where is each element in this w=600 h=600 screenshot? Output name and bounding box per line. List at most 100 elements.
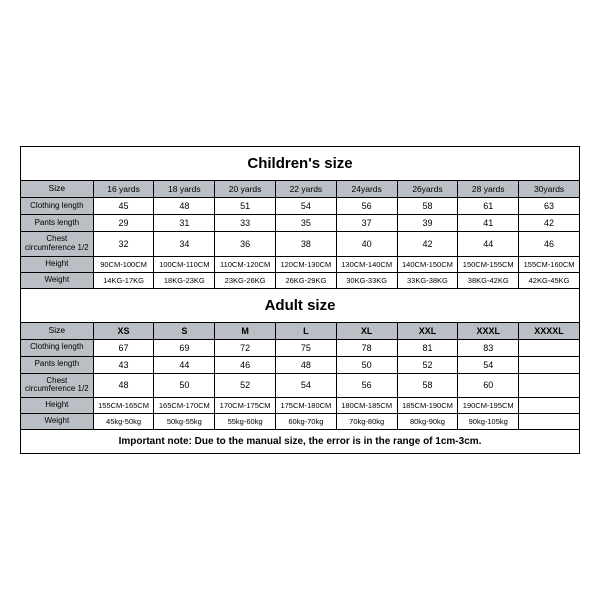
- cell: 31: [154, 214, 215, 231]
- cell: 81: [397, 339, 458, 356]
- cell: 52: [215, 373, 276, 398]
- table-row: Weight 14KG-17KG 18KG-23KG 23KG-26KG 26K…: [21, 272, 580, 288]
- cell: [519, 414, 580, 430]
- cell: 42: [397, 231, 458, 256]
- cell: 46: [215, 356, 276, 373]
- col-header: 28 yards: [458, 180, 519, 197]
- cell: 69: [154, 339, 215, 356]
- cell: 44: [154, 356, 215, 373]
- col-header: S: [154, 322, 215, 339]
- row-label: Chest circumference 1/2: [21, 373, 94, 398]
- col-header: XXXXL: [519, 322, 580, 339]
- cell: 83: [458, 339, 519, 356]
- col-header: 18 yards: [154, 180, 215, 197]
- cell: 41: [458, 214, 519, 231]
- adult-title: Adult size: [21, 288, 580, 322]
- cell: 170CM-175CM: [215, 398, 276, 414]
- cell: 48: [93, 373, 154, 398]
- cell: 26KG-29KG: [276, 272, 337, 288]
- cell: 56: [336, 373, 397, 398]
- cell: 140CM-150CM: [397, 256, 458, 272]
- row-label: Chest circumference 1/2: [21, 231, 94, 256]
- cell: 185CM-190CM: [397, 398, 458, 414]
- childrens-title-row: Children's size: [21, 146, 580, 180]
- table-row: Pants length 43 44 46 48 50 52 54: [21, 356, 580, 373]
- col-header: M: [215, 322, 276, 339]
- adult-header-row: Size XS S M L XL XXL XXXL XXXXL: [21, 322, 580, 339]
- row-label: Height: [21, 256, 94, 272]
- cell: 90CM-100CM: [93, 256, 154, 272]
- cell: 30KG-33KG: [336, 272, 397, 288]
- cell: 50kg-55kg: [154, 414, 215, 430]
- cell: 58: [397, 197, 458, 214]
- table-row: Clothing length 45 48 51 54 56 58 61 63: [21, 197, 580, 214]
- col-header: XXXL: [458, 322, 519, 339]
- table-row: Height 90CM-100CM 100CM-110CM 110CM-120C…: [21, 256, 580, 272]
- childrens-title: Children's size: [21, 146, 580, 180]
- cell: 165CM-170CM: [154, 398, 215, 414]
- row-label: Weight: [21, 414, 94, 430]
- cell: [519, 398, 580, 414]
- col-header: L: [276, 322, 337, 339]
- cell: 29: [93, 214, 154, 231]
- cell: 155CM-160CM: [519, 256, 580, 272]
- important-note: Important note: Due to the manual size, …: [21, 430, 580, 454]
- row-label: Clothing length: [21, 197, 94, 214]
- col-header: 30yards: [519, 180, 580, 197]
- cell: 80kg-90kg: [397, 414, 458, 430]
- cell: 42: [519, 214, 580, 231]
- cell: 39: [397, 214, 458, 231]
- cell: 43: [93, 356, 154, 373]
- row-label: Pants length: [21, 356, 94, 373]
- cell: 60kg-70kg: [276, 414, 337, 430]
- row-label: Pants length: [21, 214, 94, 231]
- cell: 45kg-50kg: [93, 414, 154, 430]
- cell: 42KG-45KG: [519, 272, 580, 288]
- col-header: 20 yards: [215, 180, 276, 197]
- cell: 35: [276, 214, 337, 231]
- table-row: Clothing length 67 69 72 75 78 81 83: [21, 339, 580, 356]
- note-row: Important note: Due to the manual size, …: [21, 430, 580, 454]
- cell: 36: [215, 231, 276, 256]
- cell: 38: [276, 231, 337, 256]
- cell: 180CM-185CM: [336, 398, 397, 414]
- col-header: XXL: [397, 322, 458, 339]
- cell: 33: [215, 214, 276, 231]
- cell: 56: [336, 197, 397, 214]
- cell: 38KG-42KG: [458, 272, 519, 288]
- cell: 37: [336, 214, 397, 231]
- col-header: 22 yards: [276, 180, 337, 197]
- row-label: Weight: [21, 272, 94, 288]
- cell: 63: [519, 197, 580, 214]
- size-table: Children's size Size 16 yards 18 yards 2…: [20, 146, 580, 454]
- cell: 48: [276, 356, 337, 373]
- cell: 190CM-195CM: [458, 398, 519, 414]
- cell: 155CM-165CM: [93, 398, 154, 414]
- cell: 40: [336, 231, 397, 256]
- cell: 46: [519, 231, 580, 256]
- cell: 120CM-130CM: [276, 256, 337, 272]
- cell: 67: [93, 339, 154, 356]
- size-chart: Children's size Size 16 yards 18 yards 2…: [20, 146, 580, 454]
- cell: 110CM-120CM: [215, 256, 276, 272]
- col-header: 24yards: [336, 180, 397, 197]
- cell: 52: [397, 356, 458, 373]
- cell: 54: [276, 373, 337, 398]
- cell: 34: [154, 231, 215, 256]
- cell: 150CM-155CM: [458, 256, 519, 272]
- cell: [519, 339, 580, 356]
- cell: 58: [397, 373, 458, 398]
- col-header: 26yards: [397, 180, 458, 197]
- cell: 50: [154, 373, 215, 398]
- table-row: Chest circumference 1/2 32 34 36 38 40 4…: [21, 231, 580, 256]
- row-label: Clothing length: [21, 339, 94, 356]
- cell: 32: [93, 231, 154, 256]
- table-row: Weight 45kg-50kg 50kg-55kg 55kg-60kg 60k…: [21, 414, 580, 430]
- col-header: 16 yards: [93, 180, 154, 197]
- cell: 50: [336, 356, 397, 373]
- cell: 14KG-17KG: [93, 272, 154, 288]
- cell: 130CM-140CM: [336, 256, 397, 272]
- table-row: Chest circumference 1/2 48 50 52 54 56 5…: [21, 373, 580, 398]
- cell: 23KG-26KG: [215, 272, 276, 288]
- cell: [519, 356, 580, 373]
